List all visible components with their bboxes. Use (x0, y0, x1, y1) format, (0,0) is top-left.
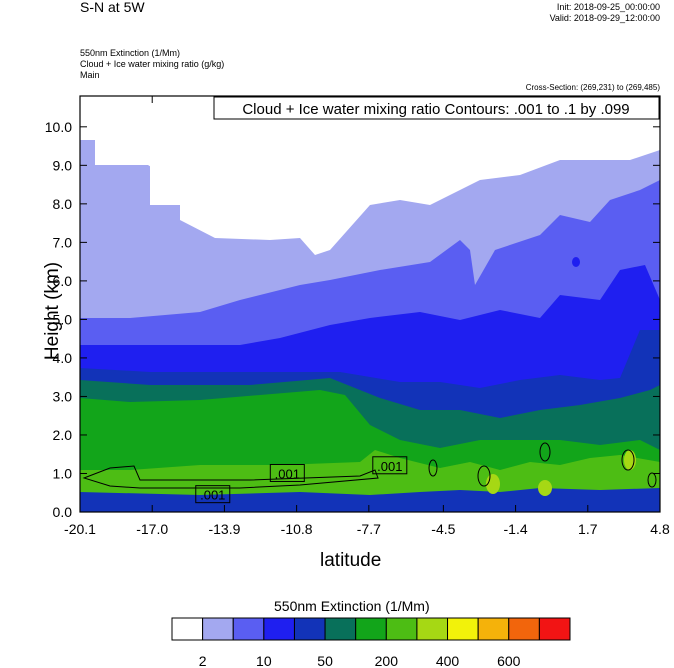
y-tick-label: 6.0 (53, 273, 73, 289)
contour-line (428, 459, 438, 477)
colorbar-swatch (508, 617, 540, 641)
x-tick-label: -1.4 (504, 521, 528, 537)
init-time: Init: 2018-09-25_00:00:00 (556, 2, 660, 12)
x-tick-label: -10.8 (281, 521, 313, 537)
colorbar-swatch (416, 617, 449, 641)
field-extinction: 550nm Extinction (1/Mm) (80, 48, 181, 58)
field-region (572, 257, 580, 267)
contour-line (82, 465, 379, 489)
colorbar-tick-label: 50 (317, 653, 333, 668)
colorbar-swatch (232, 617, 265, 641)
field-region (80, 488, 660, 512)
colorbar-tick-label: 2 (199, 653, 207, 668)
y-tick-label: 10.0 (45, 119, 72, 135)
cloud-contours (82, 442, 657, 489)
contour-label: .001 (200, 488, 225, 503)
contour-label-box (195, 485, 231, 504)
plot-frame (79, 95, 661, 513)
y-tick-label: 0.0 (53, 504, 73, 520)
field-main: Main (80, 70, 100, 80)
colorbar-swatch (385, 617, 418, 641)
main-title: S-N at 5W (80, 0, 145, 15)
colorbar-tick-label: 600 (497, 653, 521, 668)
plot-title-box (213, 96, 660, 120)
contour-label-box (269, 463, 305, 482)
colorbar-tick-label: 200 (375, 653, 399, 668)
colorbar-swatch (324, 617, 357, 641)
colorbar-swatch (447, 617, 479, 641)
x-tick-label: -4.5 (431, 521, 455, 537)
field-region (277, 126, 295, 174)
y-tick-label: 3.0 (53, 388, 73, 404)
contour-line (539, 442, 551, 462)
y-tick-label: 5.0 (53, 311, 73, 327)
colorbar-tick-label: 10 (256, 653, 272, 668)
init-valid-times: Init: 2018-09-25_00:00:00 Valid: 2018-09… (550, 2, 660, 24)
valid-time: Valid: 2018-09-29_12:00:00 (549, 13, 660, 23)
colorbar-swatch (477, 617, 510, 641)
x-tick-label: -13.9 (208, 521, 240, 537)
x-axis: -20.1 -17.0 -13.9 -10.8 -7.7 -4.5 -1.4 1.7 4.8 (64, 96, 670, 537)
y-axis-label: Height (km) (42, 261, 63, 361)
colorbar-swatch (538, 617, 571, 641)
contour-labels: .001 .001 .001 (195, 456, 408, 504)
field-region (538, 480, 552, 496)
x-tick-label: -20.1 (64, 521, 96, 537)
x-axis-label: latitude (320, 550, 382, 571)
extinction-field (80, 96, 660, 512)
x-tick-label: 1.7 (578, 521, 598, 537)
colorbar-swatch (202, 617, 234, 641)
colorbar-swatch (263, 617, 295, 641)
contour-line (477, 465, 491, 487)
y-tick-label: 8.0 (53, 196, 73, 212)
contour-label-box (372, 456, 408, 475)
colorbar-title: 550nm Extinction (1/Mm) (274, 598, 430, 614)
plot-title: Cloud + Ice water mixing ratio Contours:… (242, 101, 629, 118)
y-tick-label: 7.0 (53, 234, 73, 250)
colorbar-tick-label: 400 (436, 653, 460, 668)
contour-line (621, 449, 635, 471)
x-tick-label: -7.7 (357, 521, 381, 537)
y-tick-label: 9.0 (53, 157, 73, 173)
y-axis: 0.0 1.0 2.0 3.0 4.0 5.0 6.0 7.0 8.0 9.0 10.0 (45, 119, 660, 520)
x-tick-label: 4.8 (650, 521, 670, 537)
y-tick-label: 1.0 (53, 465, 73, 481)
field-descriptions: 550nm Extinction (1/Mm) Cloud + Ice wate… (80, 48, 224, 81)
cross-section-label: Cross-Section: (269,231) to (269,485) (525, 83, 660, 92)
colorbar-swatch (171, 617, 204, 641)
colorbar-swatch (293, 617, 326, 641)
colorbar: 2 10 50 200 400 600 (171, 617, 571, 668)
contour-label: .001 (275, 466, 300, 481)
field-cloud-ice: Cloud + Ice water mixing ratio (g/kg) (80, 59, 225, 69)
y-tick-label: 4.0 (53, 350, 73, 366)
contour-label: .001 (377, 459, 402, 474)
contour-line (647, 472, 657, 488)
x-tick-label: -17.0 (136, 521, 168, 537)
colorbar-swatch (355, 617, 387, 641)
y-tick-label: 2.0 (53, 427, 73, 443)
